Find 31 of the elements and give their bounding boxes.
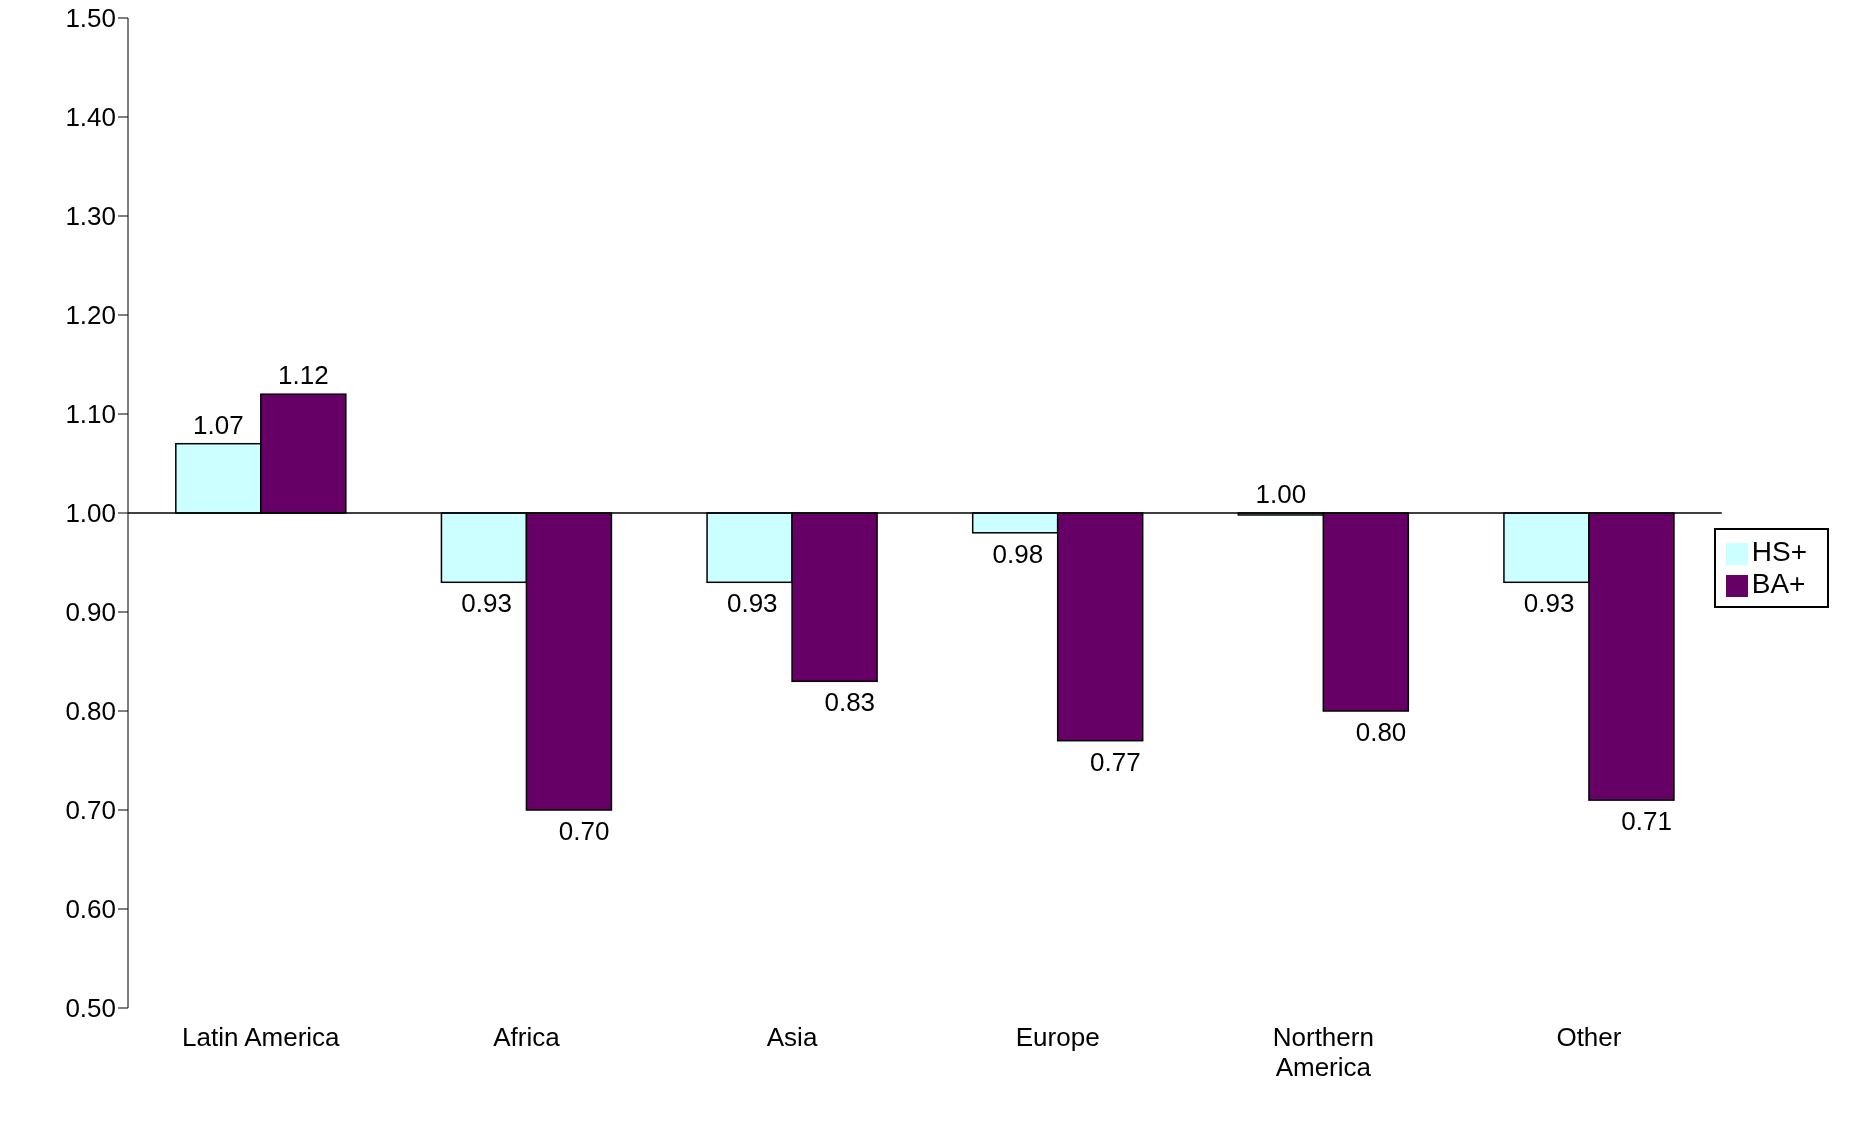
x-tick-label: Asia xyxy=(766,1022,818,1052)
y-tick-label: 0.90 xyxy=(65,597,116,628)
data-label: 0.71 xyxy=(1621,806,1672,837)
data-label: 0.80 xyxy=(1355,717,1407,747)
data-label: 0.93 xyxy=(726,588,778,619)
data-label: 0.98 xyxy=(992,538,1044,569)
data-label: 1.00 xyxy=(1255,479,1307,509)
x-tick-label: Northern America xyxy=(1272,1022,1374,1082)
y-tick-label: 0.50 xyxy=(65,993,116,1024)
x-tick-label: Africa xyxy=(493,1022,561,1052)
data-label: 0.70 xyxy=(558,816,610,846)
y-tick-label: 0.70 xyxy=(65,795,116,826)
data-label: 0.93 xyxy=(461,588,512,619)
y-tick-label: 1.10 xyxy=(65,399,116,430)
data-label: 0.77 xyxy=(1090,746,1141,777)
y-tick-label: 1.30 xyxy=(65,201,116,232)
y-tick-label: 0.60 xyxy=(65,894,116,925)
y-tick-label: 1.20 xyxy=(65,300,116,331)
y-tick-label: 0.80 xyxy=(65,696,116,727)
legend-label: HS+ xyxy=(1751,536,1807,567)
data-label: 0.93 xyxy=(1523,588,1575,619)
x-tick-label: Latin America xyxy=(182,1022,341,1052)
data-label: 1.12 xyxy=(278,360,329,391)
x-tick-label: Europe xyxy=(1015,1022,1100,1052)
legend-label: BA+ xyxy=(1751,568,1806,599)
data-label: 1.07 xyxy=(193,409,244,440)
data-label: 0.83 xyxy=(824,687,876,718)
y-tick-label: 1.00 xyxy=(65,498,116,529)
x-tick-label: Other xyxy=(1556,1022,1622,1052)
y-tick-label: 1.40 xyxy=(65,102,116,133)
y-tick-label: 1.50 xyxy=(65,3,116,34)
